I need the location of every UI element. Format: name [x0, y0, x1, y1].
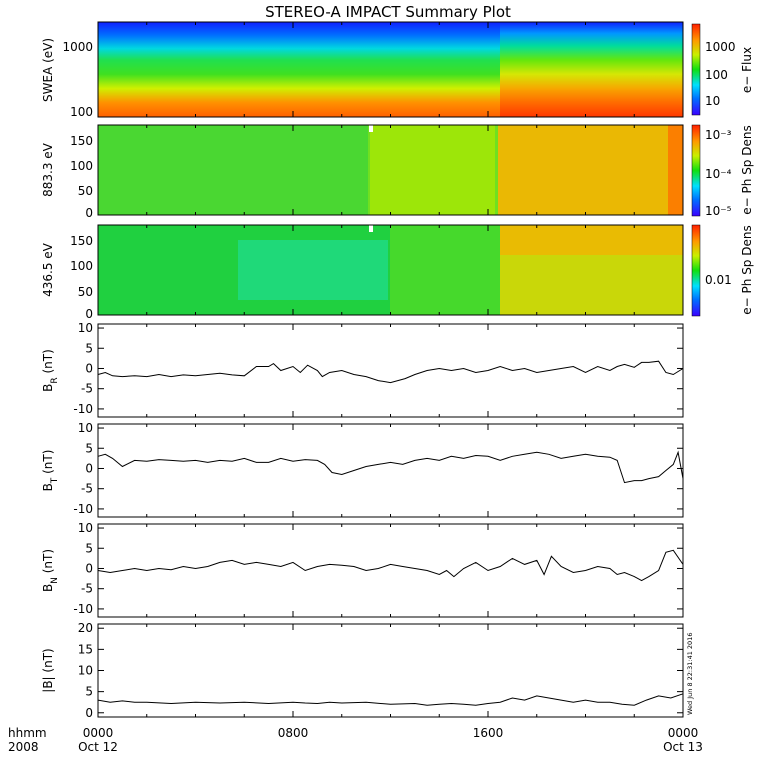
x-tick-label: 1600	[473, 726, 504, 740]
pad-436-patch-orange-top	[500, 225, 683, 255]
bn-panel: 10 5 0 -5 -10 BN (nT)	[41, 521, 684, 618]
pad-883-cbar-tick-1e-3: 10⁻³	[705, 128, 732, 142]
swea-cbar-tick-1000: 1000	[705, 40, 736, 54]
bn-ylabel: BN (nT)	[41, 549, 60, 592]
x-tick-label: 0000	[83, 726, 114, 740]
pad-883-cbar-label: e− Ph Sp Dens	[740, 125, 754, 214]
pad-436-cbar-label: e− Ph Sp Dens	[740, 225, 754, 314]
pad-436-ytick-150: 150	[70, 234, 93, 248]
bn-ytick-label: -10	[73, 602, 93, 616]
pad-436-patch-yellow	[390, 225, 500, 315]
pad-436-gap	[369, 225, 373, 232]
timestamp: Wed Jun 8 22:31:41 2016	[686, 633, 694, 715]
pad-883-patch-red	[668, 125, 683, 215]
br-frame	[97, 323, 684, 418]
bn-ytick-label: -5	[81, 582, 93, 596]
x-tick-label: 0000	[668, 726, 699, 740]
bt-ytick-label: 5	[85, 441, 93, 455]
bmag-ytick-label: 10	[78, 664, 93, 678]
bn-frame	[97, 523, 684, 618]
pad-883-patch-green	[98, 125, 368, 215]
swea-panel: SWEA (eV) 1000 100 1000 100 10 e− Flux	[41, 21, 754, 119]
swea-ytick-1000: 1000	[62, 40, 93, 54]
br-panel: 10 5 0 -5 -10 BR (nT)	[41, 321, 684, 418]
pad-883-cbar-tick-1e-5: 10⁻⁵	[705, 204, 732, 218]
pad-883-patch-yellow	[370, 125, 495, 215]
x-date-label: Oct 13	[663, 740, 703, 754]
swea-cbar-tick-10: 10	[705, 94, 720, 108]
pad-883-ytick-150: 150	[70, 134, 93, 148]
bmag-ytick-label: 20	[78, 621, 93, 635]
pad-883-gap	[369, 125, 373, 132]
bt-panel: 10 5 0 -5 -10 BT (nT)	[41, 421, 684, 518]
swea-spectrogram-late	[500, 22, 683, 117]
bn-ytick-label: 5	[85, 541, 93, 555]
bt-ytick-label: 0	[85, 461, 93, 475]
bmag-ytick-label: 5	[85, 685, 93, 699]
bt-ytick-label: 10	[78, 421, 93, 435]
pad-436-panel: 436.5 eV 150 100 50 0 0.01 e− Ph Sp Dens	[41, 224, 754, 321]
bt-trace	[97, 450, 684, 484]
bt-ytick-label: -10	[73, 502, 93, 516]
swea-colorbar	[691, 23, 701, 116]
pad-883-colorbar	[691, 124, 701, 217]
bt-frame	[97, 423, 684, 518]
bmag-ylabel: |B| (nT)	[41, 648, 55, 692]
pad-436-colorbar	[691, 224, 701, 317]
bmag-ytick-label: 15	[78, 642, 93, 656]
pad-436-ytick-100: 100	[70, 259, 93, 273]
swea-cbar-tick-100: 100	[705, 68, 728, 82]
swea-cbar-label: e− Flux	[740, 47, 754, 93]
bmag-panel: 20 15 10 5 0 |B| (nT)	[41, 621, 684, 720]
br-trace	[97, 360, 684, 384]
pad-436-cbar-tick-0.01: 0.01	[705, 273, 732, 287]
br-ytick-label: 5	[85, 341, 93, 355]
bn-trace	[97, 549, 684, 582]
pad-883-patch-orange	[498, 125, 683, 215]
hhmm-label: hhmm	[8, 726, 47, 740]
swea-ylabel: SWEA (eV)	[41, 38, 55, 102]
bt-ytick-label: -5	[81, 482, 93, 496]
bmag-ytick-label: 0	[85, 706, 93, 720]
bn-ytick-label: 0	[85, 561, 93, 575]
x-tick-label: 0800	[278, 726, 309, 740]
br-ytick-label: -10	[73, 402, 93, 416]
br-ylabel: BR (nT)	[41, 349, 60, 392]
bt-ylabel: BT (nT)	[41, 450, 60, 492]
br-ytick-label: 0	[85, 361, 93, 375]
pad-883-ytick-0: 0	[85, 206, 93, 220]
x-date-label: Oct 12	[78, 740, 118, 754]
pad-883-ylabel: 883.3 eV	[41, 142, 55, 197]
plot-title: STEREO-A IMPACT Summary Plot	[265, 3, 511, 21]
pad-883-ytick-50: 50	[78, 184, 93, 198]
pad-883-ytick-100: 100	[70, 159, 93, 173]
pad-883-panel: 883.3 eV 150 100 50 0 10⁻³ 10⁻⁴ 10⁻⁵ e− …	[41, 124, 754, 220]
br-ytick-label: 10	[78, 321, 93, 335]
year-label: 2008	[8, 740, 39, 754]
pad-436-ylabel: 436.5 eV	[41, 242, 55, 297]
pad-436-ytick-50: 50	[78, 285, 93, 299]
swea-ytick-100: 100	[70, 105, 93, 119]
bmag-trace	[97, 693, 684, 706]
line-panels: 10 5 0 -5 -10 BR (nT) 10 5 0 -5 -10 BT (nT) 10 5 0 -5 -1…	[41, 321, 684, 720]
pad-436-patch-cyan	[238, 240, 388, 300]
pad-436-ytick-0: 0	[85, 307, 93, 321]
bn-ytick-label: 10	[78, 521, 93, 535]
pad-883-cbar-tick-1e-4: 10⁻⁴	[705, 167, 732, 181]
br-ytick-label: -5	[81, 382, 93, 396]
